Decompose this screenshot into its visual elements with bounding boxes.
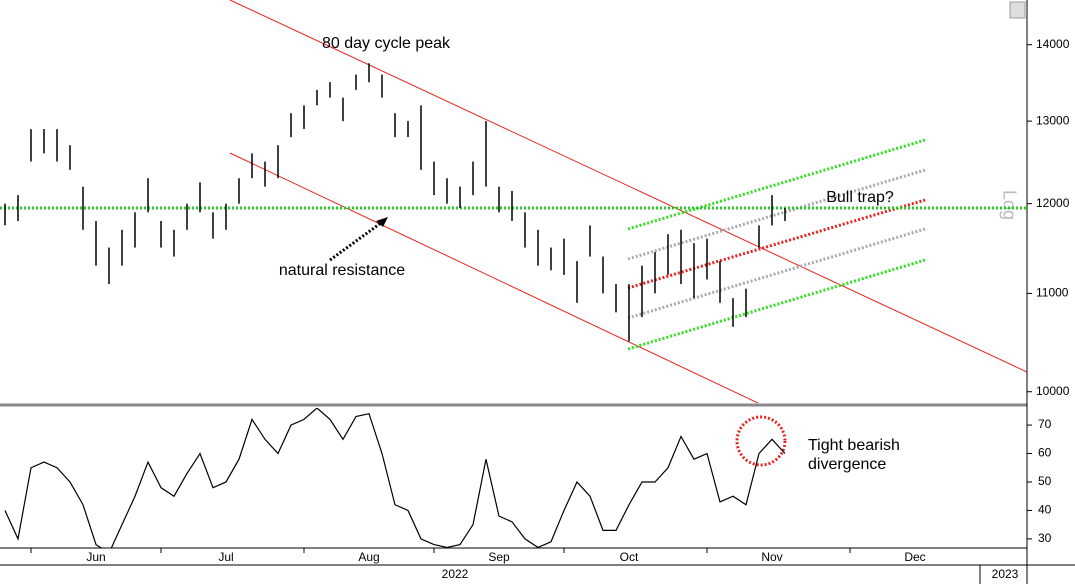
channel-lower bbox=[229, 152, 760, 403]
scale-label: Log bbox=[999, 190, 1019, 220]
scroll-button[interactable] bbox=[1009, 1, 1026, 19]
arrow-line bbox=[329, 218, 386, 262]
annotation-box: Tight bearish divergence bbox=[808, 437, 900, 473]
indicator-line bbox=[4, 408, 786, 548]
year-label: 2023 bbox=[992, 567, 1019, 581]
y-tick-label: 11000 bbox=[1036, 286, 1069, 300]
drawings bbox=[229, 0, 1027, 403]
annotation: Bull trap? bbox=[826, 189, 894, 206]
x-tick-label: Oct bbox=[620, 550, 639, 564]
x-tick-label: Dec bbox=[904, 550, 925, 564]
y-tick-label: 14000 bbox=[1036, 37, 1070, 51]
y-tick-label: 40 bbox=[1038, 503, 1052, 517]
trend-upper bbox=[627, 138, 926, 231]
annotation: Tight bearish divergence bbox=[808, 437, 900, 473]
annotation: natural resistance bbox=[279, 262, 405, 279]
x-tick-label: Aug bbox=[358, 550, 379, 564]
x-tick-label: Jun bbox=[86, 550, 105, 564]
divergence-circle bbox=[735, 415, 787, 467]
trend-mid-lower bbox=[627, 227, 926, 320]
y-tick-label: 10000 bbox=[1036, 384, 1070, 398]
x-tick-label: Nov bbox=[761, 550, 782, 564]
y-tick-label: 50 bbox=[1038, 474, 1052, 488]
indicator-panel bbox=[4, 408, 786, 548]
y-tick-label: 70 bbox=[1038, 417, 1052, 431]
trend-lower bbox=[627, 258, 926, 351]
x-tick-label: Jul bbox=[218, 550, 233, 564]
y-tick-label: 13000 bbox=[1036, 113, 1070, 127]
year-label: 2022 bbox=[442, 567, 469, 581]
y-tick-label: 12000 bbox=[1036, 196, 1070, 210]
trend-center bbox=[627, 198, 926, 290]
x-tick-label: Sep bbox=[488, 550, 510, 564]
price-panel bbox=[0, 63, 1027, 342]
y-tick-label: 60 bbox=[1038, 446, 1052, 460]
annotation: 80 day cycle peak bbox=[322, 35, 451, 52]
trend-mid-upper bbox=[627, 168, 926, 261]
channel-upper bbox=[229, 0, 1027, 373]
arrow-head bbox=[376, 217, 388, 227]
y-tick-label: 30 bbox=[1038, 531, 1052, 545]
